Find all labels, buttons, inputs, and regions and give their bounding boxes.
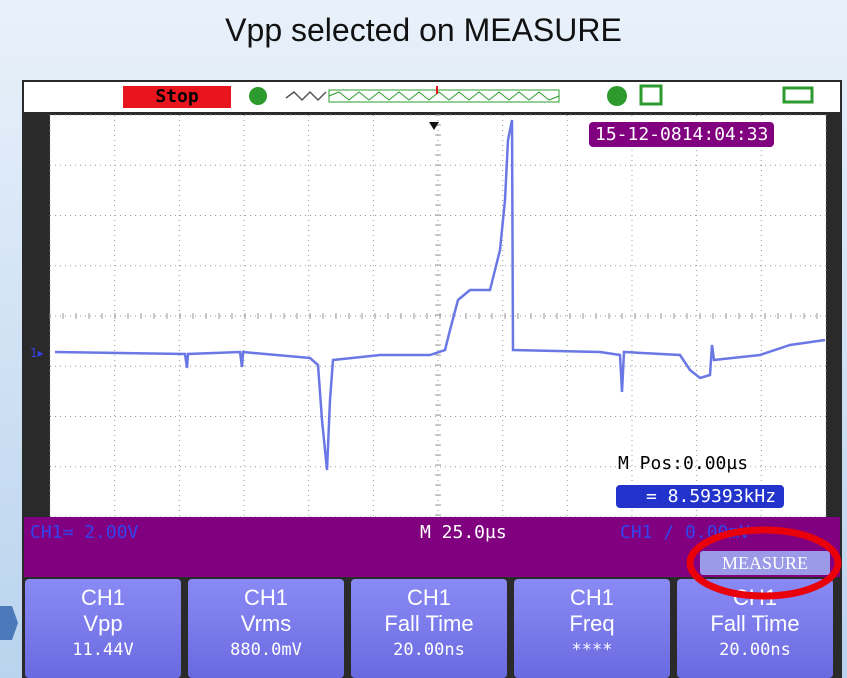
soft-key-channel: CH1 <box>406 585 451 610</box>
soft-key-value: 11.44V <box>72 640 134 660</box>
soft-key-channel: CH1 <box>243 585 288 610</box>
time-base: M 25.0µs <box>420 522 507 543</box>
soft-key-channel: CH1 <box>569 585 614 610</box>
soft-key-channel: CH1 <box>80 585 125 610</box>
soft-key-measure: Vpp <box>83 611 123 636</box>
soft-key[interactable]: CH1 Vpp 11.44V <box>25 579 181 678</box>
display: 1▸ <box>30 84 827 518</box>
soft-key-value: 880.0mV <box>230 640 302 660</box>
ch1-scale: CH1≕ 2.00V <box>30 522 139 543</box>
soft-key-measure: Fall Time <box>384 611 474 636</box>
soft-key[interactable]: CH1 Vrms 880.0mV <box>188 579 344 678</box>
soft-key-measure: Freq <box>569 611 615 636</box>
trigger-marker <box>429 122 439 130</box>
m-position: M Pos:0.00µs <box>618 453 749 474</box>
soft-key-value: 20.00ns <box>719 640 791 660</box>
soft-key-value: **** <box>571 640 613 660</box>
menu-label: MEASURE <box>700 551 830 575</box>
soft-key[interactable]: CH1 Fall Time 20.00ns <box>351 579 507 678</box>
run-status: Stop <box>123 86 231 108</box>
ch1-marker: 1▸ <box>30 346 44 360</box>
soft-key[interactable]: CH1 Fall Time 20.00ns <box>677 579 833 678</box>
soft-key[interactable]: CH1 Freq **** <box>514 579 670 678</box>
soft-key-measure: Fall Time <box>710 611 800 636</box>
soft-key-measure: Vrms <box>240 611 292 636</box>
grid <box>49 114 827 518</box>
status-icons <box>249 84 814 106</box>
side-arrow <box>0 606 18 640</box>
soft-key-channel: CH1 <box>732 585 777 610</box>
slide-title: Vpp selected on MEASURE <box>225 12 622 48</box>
timestamp: 15-12-0814:04:33 <box>587 120 777 149</box>
soft-key-value: 20.00ns <box>393 640 465 660</box>
trigger-level: CH1 ∕ 0.00mV <box>620 522 751 543</box>
waveform <box>54 119 826 471</box>
frequency: = 8.59393kHz <box>614 483 787 510</box>
